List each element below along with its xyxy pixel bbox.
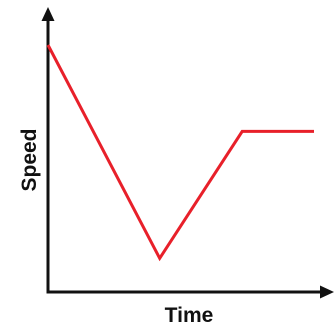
y-axis (41, 7, 55, 292)
y-axis-arrowhead (41, 7, 55, 21)
y-axis-label: Speed (18, 128, 41, 191)
series-layer (46, 44, 314, 262)
speed-series-line (46, 44, 314, 262)
x-axis-arrowhead (320, 285, 334, 299)
x-axis-label: Time (165, 304, 214, 327)
x-axis (46, 285, 334, 299)
